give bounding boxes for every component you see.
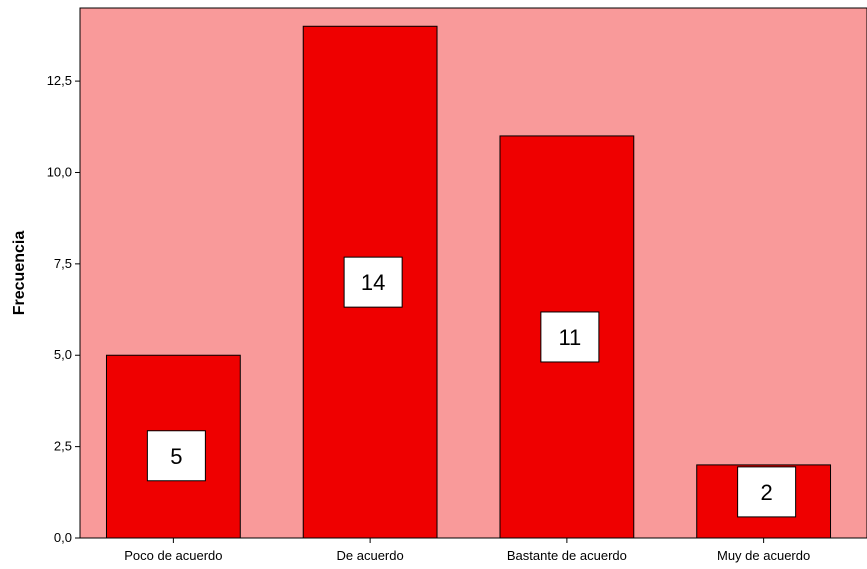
- data-label-box: [737, 466, 797, 518]
- x-axis: Poco de acuerdo De acuerdo Bastante de acu…: [80, 537, 867, 563]
- y-tick-label: 12,5: [47, 73, 72, 88]
- y-tick-label: 10,0: [47, 164, 72, 179]
- x-tick-label: Muy de acuerdo: [717, 548, 810, 563]
- data-label: 14: [361, 270, 385, 295]
- data-label: 5: [170, 444, 182, 469]
- data-label-box: [343, 256, 403, 308]
- x-tick-label: De acuerdo: [337, 548, 404, 563]
- x-tick-label: Poco de acuerdo: [124, 548, 222, 563]
- data-label-box: [146, 430, 206, 482]
- y-tick-label: 0,0: [54, 530, 72, 545]
- data-label-box: [540, 311, 600, 363]
- y-tick-label: 7,5: [54, 256, 72, 271]
- y-axis-label: Frecuencia: [11, 231, 28, 316]
- y-tick-label: 5,0: [54, 347, 72, 362]
- data-labels-group: 5 14 11 2: [146, 256, 797, 518]
- data-label: 2: [761, 480, 773, 505]
- x-tick-label: Bastante de acuerdo: [507, 548, 627, 563]
- y-axis: 0,0 2,5 5,0 7,5 10,0 12,5: [47, 8, 81, 545]
- y-tick-label: 2,5: [54, 439, 72, 454]
- data-label: 11: [558, 325, 581, 350]
